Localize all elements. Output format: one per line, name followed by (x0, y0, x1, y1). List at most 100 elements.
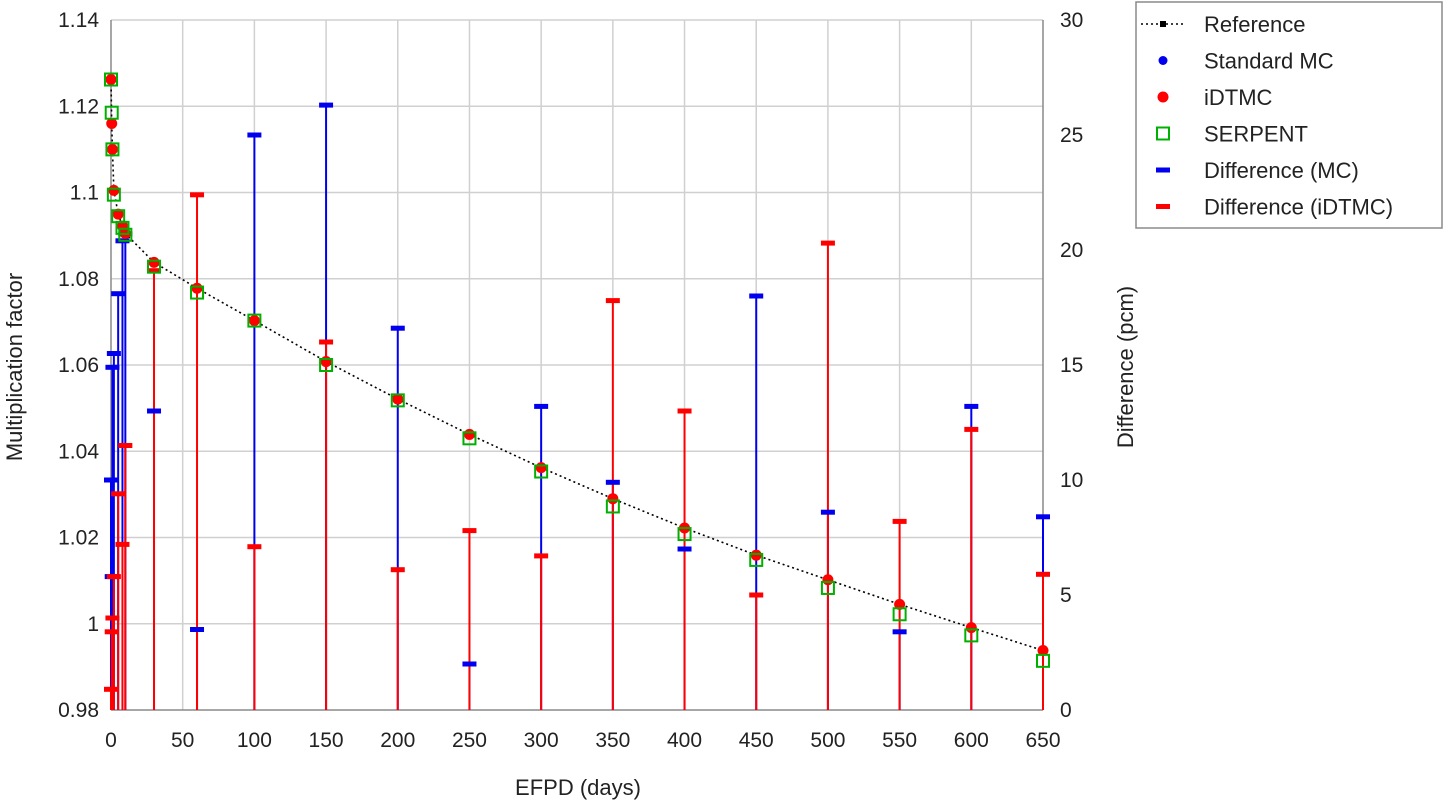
y-tick-label: 1.04 (58, 440, 99, 463)
x-tick-label: 650 (1025, 729, 1060, 752)
difference-idtmc-marker (118, 443, 133, 448)
idtmc-point (965, 622, 977, 634)
serpent-point (677, 527, 692, 542)
legend-entry: SERPENT (1156, 122, 1308, 147)
serpent-point (1036, 653, 1050, 668)
difference-idtmc-marker (462, 528, 477, 534)
difference-idtmc-marker (749, 592, 764, 598)
y-tick-label: 1.14 (58, 9, 99, 32)
legend-box (1135, 1, 1443, 229)
serpent-point (462, 431, 477, 446)
idtmc-point (822, 574, 834, 586)
y-tick-label: 1.1 (70, 182, 99, 205)
difference-idtmc-marker (1036, 571, 1050, 577)
legend: Reference Standard MC iDTMC SERPENT Differen… (1135, 1, 1443, 229)
legend-label: SERPENT (1204, 122, 1308, 147)
x-tick-label: 250 (452, 729, 487, 752)
difference-idtmc-marker (390, 567, 405, 573)
difference-mc-marker (964, 403, 979, 409)
legend-swatch-serpent (1156, 126, 1170, 141)
y2-tick-label: 25 (1060, 124, 1083, 147)
legend-label: Difference (iDTMC) (1204, 195, 1393, 220)
x-axis-title: EFPD (days) (515, 775, 641, 800)
legend-label: iDTMC (1204, 85, 1273, 110)
legend-label: Difference (MC) (1204, 158, 1359, 183)
y-tick-label: 0.98 (58, 699, 99, 722)
x-tick-label: 450 (739, 729, 774, 752)
difference-mc-marker (247, 132, 262, 138)
y2-tick-label: 20 (1060, 239, 1083, 262)
serpent-point (534, 464, 549, 479)
serpent-point (319, 358, 334, 372)
x-tick-label: 200 (380, 729, 415, 752)
serpent-point (118, 227, 133, 242)
idtmc-point (112, 208, 124, 220)
legend-swatch-difference-idtmc (1156, 204, 1170, 209)
idtmc-point (535, 462, 547, 474)
y-tick-label: 1.12 (58, 95, 99, 118)
grid (111, 19, 1043, 710)
idtmc-point (392, 393, 404, 405)
difference-mc-marker (1036, 514, 1050, 520)
legend-swatch-idtmc (1157, 91, 1169, 103)
difference-idtmc-marker (104, 629, 119, 635)
serpent-point (104, 72, 118, 87)
difference-mc-marker (111, 291, 126, 297)
x-tick-label: 150 (309, 729, 344, 752)
legend-entry: Difference (iDTMC) (1156, 195, 1393, 220)
serpent-point (190, 285, 205, 300)
x-tick-label: 350 (595, 729, 630, 752)
serpent-point (964, 628, 979, 643)
legend-entry: Reference (1141, 12, 1306, 37)
difference-mc-marker (390, 325, 405, 331)
difference-mc-marker (892, 629, 907, 635)
data-markers (104, 72, 1050, 692)
x-tick-label: 0 (105, 729, 117, 752)
difference-idtmc-marker (106, 574, 121, 580)
difference-mc-marker (820, 509, 835, 515)
difference-mc-marker (105, 364, 120, 370)
idtmc-point (108, 184, 120, 196)
difference-mc-marker (104, 477, 118, 483)
difference-idtmc-marker (319, 339, 334, 345)
x-tick-label: 550 (882, 729, 917, 752)
y2-tick-label: 15 (1060, 354, 1083, 377)
difference-idtmc-marker (105, 615, 120, 621)
difference-mc-marker (319, 102, 334, 108)
idtmc-point (105, 74, 117, 86)
serpent-point (892, 607, 907, 622)
legend-entry: iDTMC (1157, 85, 1273, 110)
x-tick-label: 400 (667, 729, 702, 752)
difference-mc-marker (749, 293, 764, 299)
difference-idtmc-marker (677, 408, 692, 414)
idtmc-point (750, 549, 762, 561)
idtmc-point (106, 118, 118, 129)
y2-tick-label: 0 (1060, 699, 1072, 722)
difference-idtmc-marker (111, 491, 126, 497)
legend-swatch-difference-mc (1156, 167, 1170, 173)
y-tick-label: 1 (87, 613, 99, 636)
difference-mc-marker (605, 479, 620, 485)
x-tick-label: 100 (237, 729, 272, 752)
x-tick-label: 600 (954, 729, 989, 752)
difference-idtmc-marker (820, 240, 835, 246)
serpent-point (247, 313, 262, 328)
idtmc-point (607, 493, 619, 505)
x-tick-label: 500 (810, 729, 845, 752)
difference-mc-marker (534, 403, 549, 409)
difference-idtmc-marker (605, 298, 620, 304)
y-axis-title: Multiplication factor (2, 273, 27, 461)
difference-mc-marker (462, 661, 477, 667)
serpent-point (106, 187, 121, 202)
difference-mc-marker (106, 351, 121, 356)
x-tick-label: 50 (171, 729, 194, 752)
difference-idtmc-marker (534, 553, 549, 559)
idtmc-point (148, 256, 160, 268)
idtmc-point (320, 356, 332, 368)
y2-tick-label: 5 (1060, 584, 1072, 607)
difference-idtmc-marker (190, 192, 205, 198)
idtmc-point (248, 315, 260, 327)
serpent-point (749, 552, 764, 567)
serpent-point (605, 499, 620, 514)
